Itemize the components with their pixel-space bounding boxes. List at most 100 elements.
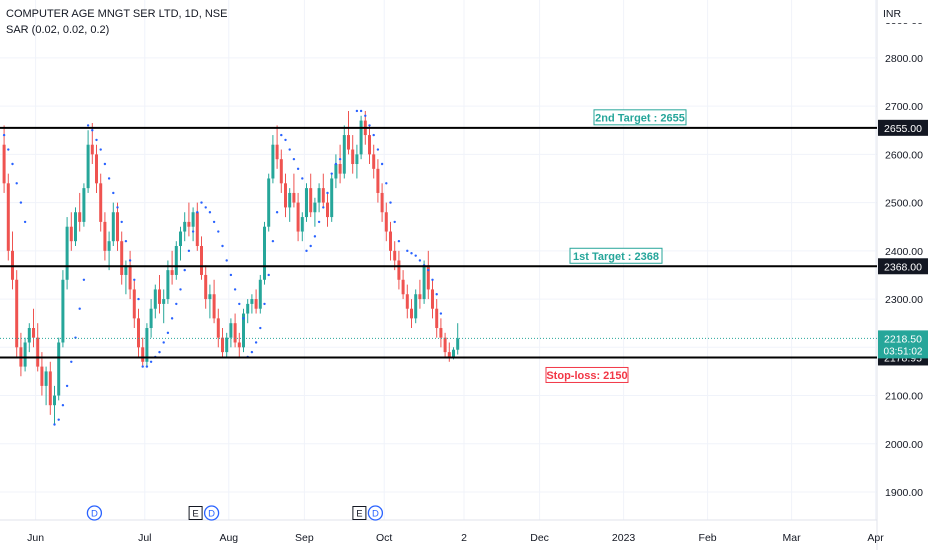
candle-body: [53, 395, 56, 406]
sar-dot: [70, 360, 73, 363]
candle-body: [355, 154, 359, 165]
candle-body: [187, 221, 191, 227]
badge-bg: [878, 119, 928, 136]
candle-body: [221, 337, 224, 353]
candle: [380, 183, 384, 222]
label-box: [569, 247, 663, 264]
candle: [179, 226, 182, 261]
time-tick-label: Dec: [530, 532, 549, 544]
marker-letter: D: [91, 509, 98, 520]
candle-body: [279, 159, 283, 184]
candle-body: [107, 241, 111, 251]
candle-body: [313, 202, 317, 213]
sar-dot: [65, 384, 69, 388]
sar-dot: [372, 133, 375, 137]
dividend-marker[interactable]: D: [203, 505, 220, 521]
partial-tick-label: 2900.00: [885, 21, 923, 33]
earnings-marker[interactable]: E: [188, 506, 203, 520]
candle-body: [452, 349, 455, 357]
sar-dots: [2, 109, 443, 426]
time-tick-label: Apr: [867, 532, 884, 544]
candle-body: [145, 328, 149, 362]
candle-body: [376, 168, 380, 193]
badge-bg: [878, 258, 928, 275]
candle: [162, 289, 166, 324]
candle: [32, 308, 35, 348]
candle-body: [334, 164, 338, 179]
candle: [397, 250, 401, 290]
sar-dot: [313, 235, 317, 238]
candle-body: [338, 164, 342, 174]
label-text: 2nd Target : 2655: [595, 112, 685, 124]
candle: [389, 221, 392, 261]
dividend-marker[interactable]: D: [86, 505, 103, 521]
price-tick-label: 2600.00: [885, 149, 923, 161]
sar-dot: [95, 138, 98, 142]
candle-body: [456, 338, 460, 350]
candle-body: [208, 294, 212, 300]
badge-text: 2368.00: [884, 261, 922, 273]
sar-dot: [280, 133, 283, 137]
candle: [246, 299, 250, 324]
candle-body: [284, 183, 287, 208]
candle-body: [267, 178, 271, 227]
candle: [342, 125, 346, 179]
candle: [128, 250, 132, 300]
price-axis-ticks: 1900.002000.002100.002200.002300.002400.…: [885, 53, 923, 499]
candle-body: [141, 347, 145, 362]
candle-body: [439, 328, 443, 338]
sar-dot: [376, 148, 380, 151]
candle: [61, 270, 65, 348]
candle-body: [103, 221, 107, 251]
sar-dot: [196, 211, 199, 214]
candle-body: [254, 299, 258, 309]
candle-body: [40, 366, 44, 386]
sar-dot: [288, 148, 291, 151]
candle: [334, 154, 338, 189]
label-box: [545, 366, 629, 383]
candle: [212, 279, 216, 324]
candle-body: [405, 294, 409, 309]
candle-body: [250, 299, 254, 304]
candle: [254, 289, 258, 314]
candle-body: [359, 120, 363, 155]
sar-dot: [393, 220, 396, 224]
sar-dot: [330, 172, 333, 175]
sar-dot: [141, 365, 144, 368]
sar-dot: [389, 201, 392, 204]
earnings-marker[interactable]: E: [352, 506, 367, 520]
candle: [99, 173, 103, 232]
candle: [208, 284, 212, 319]
candle-body: [368, 135, 371, 155]
sar-dot: [427, 268, 430, 272]
candle: [418, 279, 422, 309]
time-tick-label: Jul: [138, 532, 151, 544]
grid-lines: [0, 0, 877, 520]
candle-body: [431, 289, 434, 309]
sar-dot: [355, 109, 359, 113]
sar-dot: [133, 278, 136, 281]
candle: [216, 308, 220, 348]
dividend-marker[interactable]: D: [367, 505, 384, 521]
candle-body: [200, 246, 203, 275]
candle: [137, 308, 140, 357]
sar-dot: [124, 239, 128, 243]
candle: [372, 144, 376, 179]
sar-dot: [359, 109, 363, 113]
time-tick-label: 2: [461, 532, 467, 544]
candle-body: [15, 279, 19, 348]
candle: [11, 231, 14, 290]
sar-dot: [86, 124, 90, 127]
candle: [166, 260, 170, 304]
candle: [368, 125, 371, 165]
sar-dot: [120, 220, 123, 224]
sar-dot: [7, 148, 10, 151]
candle-body: [330, 178, 334, 218]
candle: [78, 192, 82, 232]
candle-body: [414, 294, 418, 319]
sar-dot: [91, 129, 94, 132]
candle-body: [233, 323, 237, 343]
badge-bg: [878, 330, 928, 359]
